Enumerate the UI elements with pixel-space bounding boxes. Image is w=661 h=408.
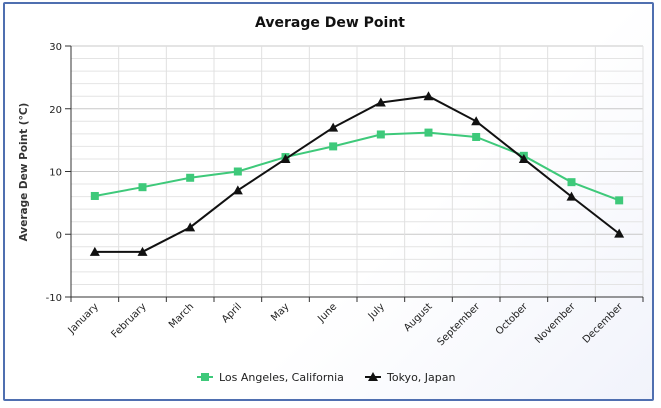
data-point bbox=[329, 142, 338, 151]
x-tick-label: July bbox=[366, 301, 387, 322]
x-tick-label: March bbox=[167, 301, 196, 330]
data-point bbox=[567, 178, 576, 187]
y-axis-ticks: -10 0 10 20 30 bbox=[46, 42, 71, 304]
x-tick-label: December bbox=[581, 301, 626, 346]
data-point bbox=[424, 128, 433, 137]
data-point bbox=[185, 222, 196, 232]
x-tick-label: September bbox=[435, 301, 482, 348]
data-point bbox=[423, 91, 434, 101]
data-point bbox=[138, 183, 147, 192]
y-tick-label: -10 bbox=[46, 293, 62, 304]
x-tick-label: April bbox=[220, 301, 244, 325]
legend-marker bbox=[201, 373, 209, 381]
gridlines bbox=[70, 45, 644, 298]
x-tick-label: November bbox=[533, 301, 578, 346]
data-point bbox=[376, 130, 385, 139]
data-point bbox=[375, 97, 386, 107]
data-point bbox=[566, 191, 577, 201]
data-point bbox=[471, 116, 482, 126]
data-point bbox=[615, 196, 624, 205]
y-tick-label: 10 bbox=[49, 168, 62, 179]
series-group bbox=[89, 91, 625, 256]
legend-label: Tokyo, Japan bbox=[386, 371, 455, 384]
data-point bbox=[90, 191, 99, 200]
x-tick-label: August bbox=[402, 301, 435, 334]
series-2 bbox=[89, 91, 625, 256]
legend[interactable]: Los Angeles, California Tokyo, Japan bbox=[197, 371, 455, 384]
series-line bbox=[94, 131, 620, 202]
data-point bbox=[472, 132, 481, 141]
series-1 bbox=[90, 128, 624, 205]
y-tick-label: 30 bbox=[49, 42, 62, 53]
data-point bbox=[186, 173, 195, 182]
series-line bbox=[94, 95, 620, 253]
data-point bbox=[280, 153, 291, 163]
x-tick-label: February bbox=[110, 301, 149, 340]
data-point bbox=[137, 246, 148, 256]
x-tick-label: January bbox=[66, 301, 101, 336]
x-tick-label: October bbox=[494, 301, 531, 338]
x-axis-ticks: January February March April May June July Augu… bbox=[66, 297, 644, 348]
chart-title: Average Dew Point bbox=[255, 15, 405, 31]
data-point bbox=[328, 122, 339, 132]
y-tick-label: 20 bbox=[49, 105, 62, 116]
data-point bbox=[614, 228, 625, 238]
legend-item[interactable]: Tokyo, Japan bbox=[365, 371, 455, 384]
legend-item[interactable]: Los Angeles, California bbox=[197, 371, 344, 384]
data-point bbox=[232, 185, 243, 195]
y-tick-label: 0 bbox=[56, 230, 62, 241]
data-point bbox=[518, 153, 529, 163]
data-point bbox=[233, 167, 242, 176]
chart-frame bbox=[3, 2, 654, 401]
x-tick-label: June bbox=[315, 301, 339, 325]
legend-marker bbox=[368, 372, 378, 381]
x-tick-label: May bbox=[269, 301, 291, 323]
legend-label: Los Angeles, California bbox=[219, 371, 344, 384]
y-axis-label: Average Dew Point (°C) bbox=[18, 103, 30, 242]
data-point bbox=[89, 246, 100, 256]
